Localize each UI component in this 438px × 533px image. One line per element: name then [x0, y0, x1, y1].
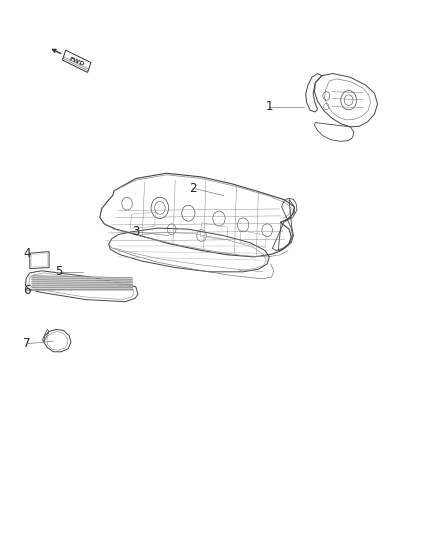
- Text: 1: 1: [265, 100, 273, 113]
- Polygon shape: [32, 286, 133, 287]
- Polygon shape: [32, 284, 133, 286]
- Text: 7: 7: [23, 337, 31, 350]
- Polygon shape: [32, 279, 133, 282]
- Polygon shape: [32, 276, 133, 279]
- Text: 5: 5: [56, 265, 63, 278]
- Text: 4: 4: [23, 247, 31, 260]
- Polygon shape: [32, 287, 133, 289]
- Text: FWD: FWD: [68, 56, 85, 67]
- Text: 2: 2: [189, 182, 197, 195]
- Polygon shape: [32, 289, 133, 291]
- Text: 6: 6: [23, 284, 31, 297]
- Polygon shape: [32, 281, 133, 284]
- Text: 3: 3: [132, 225, 139, 238]
- Polygon shape: [32, 278, 133, 281]
